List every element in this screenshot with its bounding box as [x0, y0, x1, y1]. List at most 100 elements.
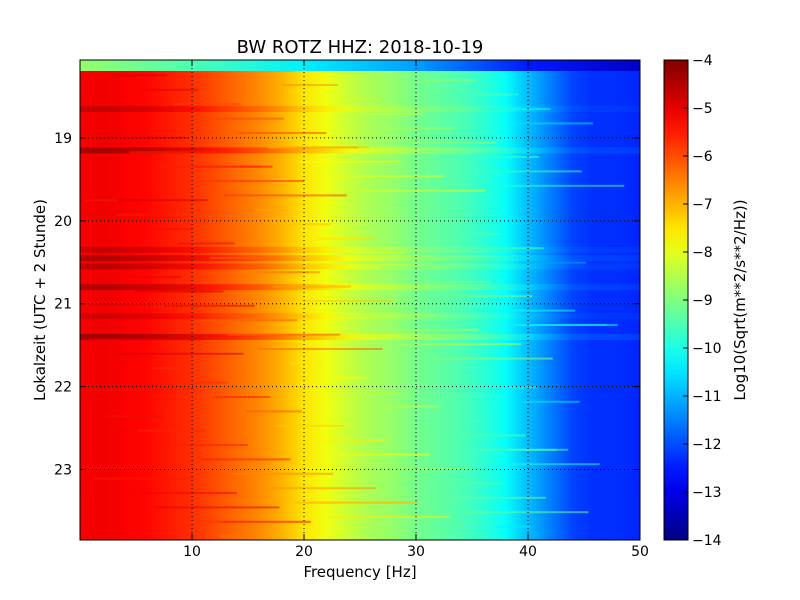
spectrum-texture [218, 535, 253, 538]
spectrum-row [80, 105, 640, 112]
spectrum-texture [501, 184, 625, 187]
colorbar-tick-label: −6 [692, 149, 713, 165]
spectrum-texture [169, 444, 248, 446]
x-tick-label: 30 [407, 544, 425, 560]
spectrum-texture [505, 324, 618, 326]
spectrum-texture [353, 391, 399, 394]
spectrum-texture [299, 160, 401, 163]
spectrum-texture [133, 290, 224, 293]
spectrum-texture [259, 348, 383, 350]
spectrum-row [80, 263, 640, 270]
spectrum-texture [317, 237, 374, 240]
colorbar-tick-label: −14 [692, 533, 722, 549]
x-tick-label: 10 [183, 544, 201, 560]
spectrum-texture [469, 170, 582, 173]
colorbar-label: Log10(Sqrt(m**2/s**2/Hz)) [731, 199, 749, 400]
spectrum-texture [254, 208, 289, 211]
spectrum-texture [371, 468, 472, 470]
spectrum-texture [142, 88, 199, 91]
spectrum-texture [523, 400, 580, 403]
spectrum-texture [407, 141, 497, 144]
spectrum-texture [429, 357, 553, 360]
spectrum-texture [447, 434, 526, 437]
spectrum-texture [196, 319, 298, 322]
spectrum-texture [209, 256, 278, 259]
spectrum-texture [465, 511, 589, 514]
colorbar-tick-label: −5 [692, 101, 713, 117]
spectrum-texture [205, 117, 284, 120]
spectrum-texture [187, 520, 222, 523]
spectrum-texture [357, 530, 392, 533]
grid-lines [80, 60, 640, 540]
y-tick-label: 21 [54, 297, 72, 313]
spectrum-texture [93, 477, 195, 480]
spectrum-texture [312, 98, 381, 101]
x-tick-label: 20 [295, 544, 313, 560]
spectrum-texture [174, 103, 242, 106]
spectrum-texture [460, 372, 495, 374]
spectrum-texture [183, 381, 228, 384]
spectrum-texture [348, 252, 405, 254]
spectrum-texture [519, 261, 587, 264]
spectrum-texture [214, 396, 271, 398]
spectrum-texture [424, 218, 470, 221]
colorbar-tick-label: −12 [692, 437, 722, 453]
spectrum-texture [416, 420, 484, 422]
spectrum-texture [366, 328, 479, 331]
spectrum-texture [286, 223, 331, 226]
spectrum-texture [478, 448, 569, 451]
spectrum-texture [192, 180, 304, 182]
spectrum-texture [451, 93, 520, 96]
x-tick-label: 50 [631, 544, 649, 560]
spectrum-texture [138, 429, 206, 432]
spectrum-texture [433, 496, 546, 499]
spectrum-row [80, 333, 640, 340]
spectrum-texture [344, 112, 423, 115]
spectrum-top-band [80, 60, 640, 71]
x-axis-ticks: 10 20 30 40 50 [183, 60, 649, 560]
spectrum-texture [151, 367, 186, 370]
spectrum-texture [304, 300, 394, 302]
spectrum-texture [492, 386, 537, 389]
y-axis-ticks: 19 20 21 22 23 [54, 131, 640, 479]
spectrum-texture [147, 228, 192, 230]
colorbar-tick-label: −11 [692, 389, 722, 405]
spectrum-texture [84, 199, 208, 202]
spectrum-texture [263, 487, 376, 490]
spectrum-texture [362, 189, 486, 192]
spectrum-texture [326, 516, 450, 518]
spectrum-texture [223, 194, 347, 197]
colorbar-tick-label: −9 [692, 293, 713, 309]
spectrum-texture [272, 285, 352, 288]
y-tick-label: 22 [54, 380, 72, 396]
spectrum-texture [380, 266, 448, 269]
spectrum-texture [295, 501, 419, 504]
spectrum-texture [438, 156, 540, 158]
spectrum-texture [236, 132, 327, 134]
spectrum-texture [335, 314, 437, 317]
x-tick-label: 40 [519, 544, 537, 560]
spectrum-texture [88, 338, 201, 341]
spectrum-texture [402, 482, 504, 485]
spectrum-texture [277, 424, 345, 427]
spectrum-texture [106, 415, 175, 418]
colorbar-ticks: −4 −5 −6 −7 −8 −9 −10 −11 −12 −13 −14 [683, 53, 722, 549]
spectrum-texture [393, 204, 428, 206]
spectrum-texture [510, 463, 600, 466]
spectrum-texture [156, 506, 280, 509]
spectrum-texture [487, 247, 544, 250]
spectrum-row [80, 284, 640, 291]
spectrum-texture [245, 410, 302, 413]
y-tick-label: 19 [54, 131, 72, 147]
colorbar-tick-label: −13 [692, 485, 722, 501]
spectrum-texture [268, 146, 369, 149]
spectrum-texture [339, 453, 430, 456]
spectrum-texture [420, 79, 477, 82]
y-tick-label: 20 [54, 214, 72, 230]
spectrum-texture [330, 175, 443, 178]
spectrum-texture [97, 136, 188, 139]
spectrum-texture [281, 84, 338, 86]
colorbar-tick-label: −10 [692, 341, 722, 357]
